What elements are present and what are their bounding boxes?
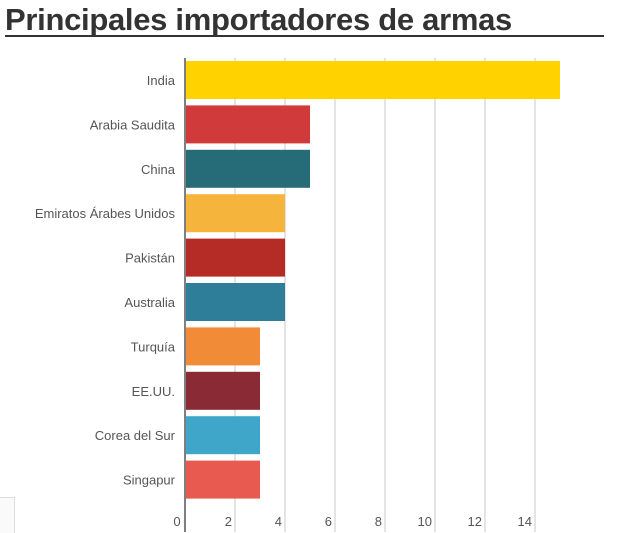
bar [186,416,260,455]
category-label: India [147,73,176,88]
x-tick-label: 14 [518,514,532,529]
x-tick-label: 12 [468,514,482,529]
chart-title: Principales importadores de armas [5,2,512,37]
bar [186,149,310,188]
bar [186,61,560,99]
x-tick-label: 2 [225,514,232,529]
category-label: Singapur [123,473,176,488]
category-labels: India Arabia Saudita China Emiratos Árabes … [35,73,176,488]
x-tick-label: 6 [325,514,332,529]
category-label: EE.UU. [132,384,175,399]
category-label: Pakistán [125,251,175,266]
category-label: Emiratos Árabes Unidos [35,206,176,221]
bar [186,283,285,321]
title-underline [5,35,604,37]
x-tick-label: 0 [173,514,180,529]
x-tick-label: 4 [275,514,282,529]
category-label: Australia [124,295,175,310]
category-label: Arabia Saudita [90,117,176,132]
category-label: Turquía [131,339,176,354]
bar [186,105,310,144]
x-tick-label: 10 [418,514,432,529]
bar [186,460,260,499]
bars [186,61,560,499]
category-label: Corea del Sur [95,428,176,443]
x-tick-label: 8 [375,514,382,529]
scroll-corner [0,497,15,533]
bar [186,238,285,277]
bar [186,327,260,366]
category-label: China [141,162,176,177]
bar [186,194,285,233]
x-tick-labels: 0 2 4 6 8 10 12 14 [173,514,532,529]
bar [186,371,260,410]
